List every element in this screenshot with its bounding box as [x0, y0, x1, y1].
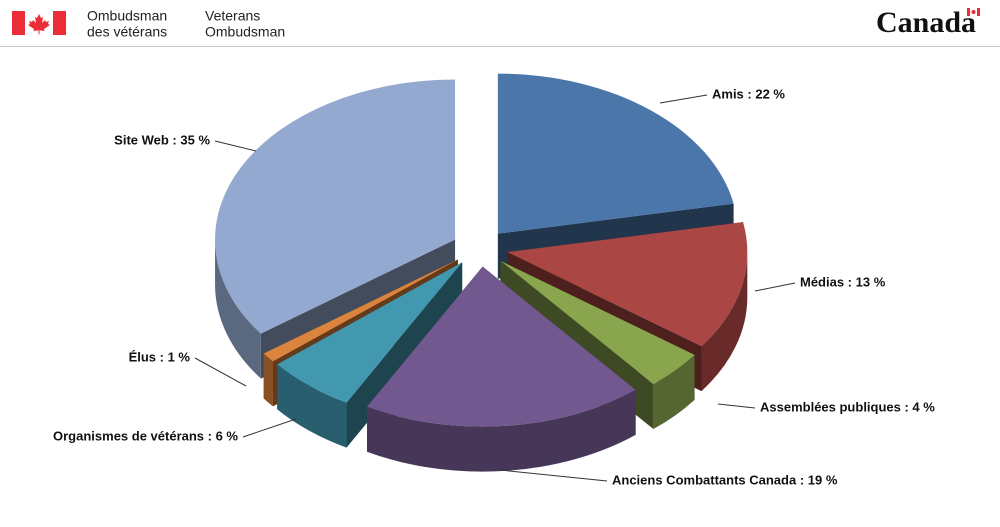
slice-top [215, 79, 456, 334]
slice-top [497, 73, 734, 234]
leader-line [214, 140, 257, 152]
data-label: Élus : 1 % [129, 349, 191, 364]
slice [367, 266, 636, 472]
slice-top [500, 260, 695, 385]
data-label: Assemblées publiques : 4 % [760, 399, 935, 414]
slice-wall [701, 252, 748, 392]
leader-line [717, 403, 756, 409]
leader-line [499, 469, 608, 482]
slice-top [367, 266, 636, 427]
leader-line [659, 94, 708, 104]
slice-top [507, 222, 748, 347]
data-label: Médias : 13 % [800, 274, 886, 289]
slice-wall [653, 354, 695, 430]
flag [12, 11, 66, 35]
slice-wall [367, 389, 636, 472]
wordmark-flag [967, 8, 980, 16]
slice-top [263, 259, 458, 362]
slice-top [277, 262, 463, 403]
slice-wall [277, 364, 347, 448]
data-label: Anciens Combattants Canada : 19 % [612, 472, 838, 487]
slice-wall [263, 353, 273, 407]
data-label: Site Web : 35 % [114, 132, 210, 147]
data-label: Amis : 22 % [712, 86, 785, 101]
header-text: Ombudsman [205, 24, 285, 40]
leader-line [242, 418, 297, 438]
pie [215, 73, 748, 472]
header-text: Ombudsman [87, 8, 167, 24]
wordmark: Canada [876, 6, 976, 39]
leader-line [754, 282, 796, 292]
header-text: Veterans [205, 8, 260, 24]
data-label: Organismes de vétérans : 6 % [53, 428, 238, 443]
header-text: des vétérans [87, 24, 167, 40]
slice-wall [215, 239, 261, 379]
header-bar [0, 0, 1000, 46]
leader-line [194, 357, 247, 387]
